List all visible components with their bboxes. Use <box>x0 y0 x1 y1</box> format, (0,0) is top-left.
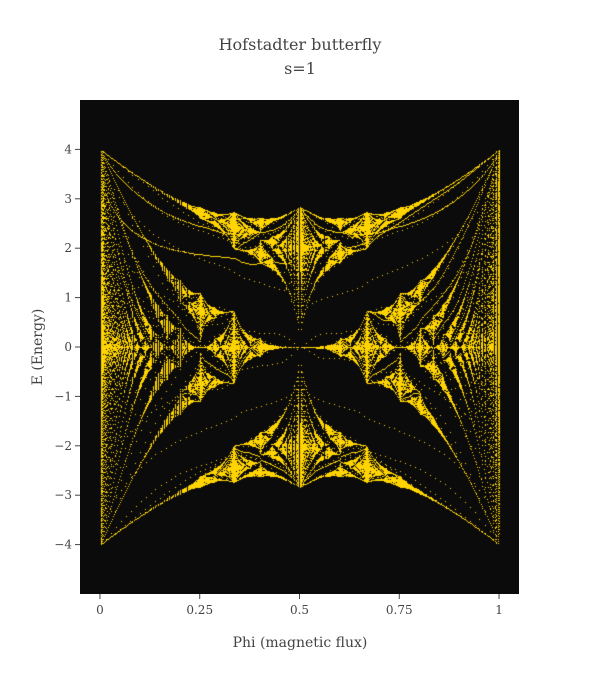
y-axis-label: E (Energy) <box>30 309 46 386</box>
y-tick-label: 4 <box>64 142 72 156</box>
y-axis-ticks: −4 −3 −2 −1 0 1 2 3 4 <box>54 142 80 551</box>
y-tick-label: −3 <box>54 488 72 502</box>
chart-subtitle: s=1 <box>284 59 316 78</box>
y-tick-label: 0 <box>64 340 72 354</box>
y-tick-label: 2 <box>64 241 72 255</box>
x-tick-label: 1 <box>495 603 503 617</box>
y-tick-label: 3 <box>64 192 72 206</box>
x-tick-label: 0 <box>96 603 104 617</box>
y-tick-label: −4 <box>54 538 72 552</box>
y-tick-label: −1 <box>54 389 72 403</box>
butterfly-points <box>80 100 519 594</box>
y-tick-label: 1 <box>64 291 72 305</box>
x-axis-ticks: 0 0.25 0.5 0.75 1 <box>96 594 503 617</box>
x-axis-label: Phi (magnetic flux) <box>233 635 368 651</box>
x-tick-label: 0.5 <box>290 603 309 617</box>
y-tick-label: −2 <box>54 439 72 453</box>
x-tick-label: 0.75 <box>386 603 413 617</box>
x-tick-label: 0.25 <box>186 603 213 617</box>
chart-title: Hofstadter butterfly <box>219 35 382 54</box>
